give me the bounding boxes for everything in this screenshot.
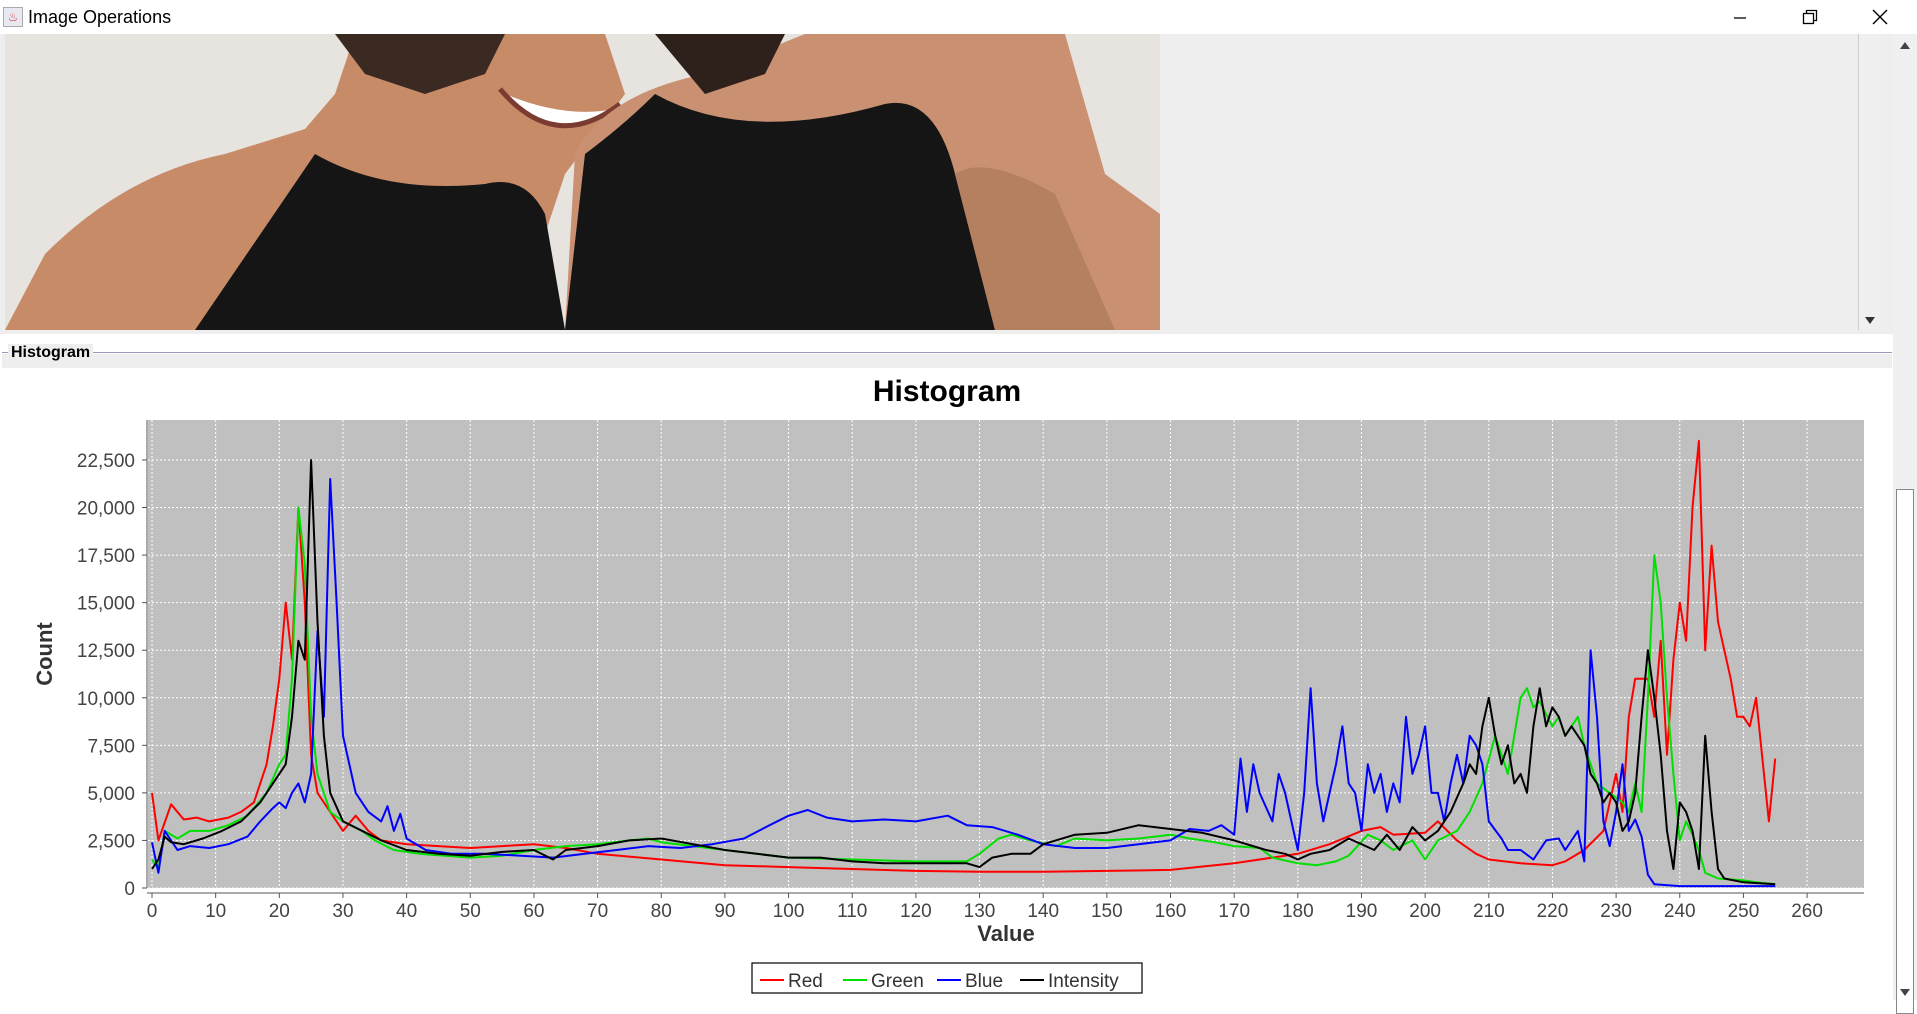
x-axis-label: Value: [977, 921, 1034, 946]
y-tick-label: 0: [124, 879, 135, 900]
restore-button[interactable]: [1775, 0, 1845, 34]
x-tick-label: 180: [1282, 901, 1314, 922]
histogram-panel: [2, 352, 1892, 1001]
minimize-icon: [1734, 17, 1746, 19]
x-tick-label: 70: [587, 901, 608, 922]
scrollbar-thumb[interactable]: [1896, 489, 1914, 1014]
y-tick-label: 17,500: [77, 546, 135, 567]
photo-illustration: [5, 34, 1160, 330]
x-tick-label: 60: [523, 901, 544, 922]
histogram-chart: Histogram 0 2,500 5,000 7,500 10,000 12,500 15…: [32, 375, 1864, 994]
x-tick-label: 30: [332, 901, 353, 922]
restore-icon: [1802, 9, 1818, 25]
minimize-button[interactable]: [1705, 0, 1775, 34]
series-lines: [151, 439, 1777, 888]
scroll-down-arrow-icon[interactable]: [1865, 317, 1875, 324]
close-icon: [1872, 9, 1888, 25]
plot-area: [148, 420, 1864, 888]
x-tick-label: 50: [460, 901, 481, 922]
legend-blue-label: Blue: [965, 971, 1003, 992]
scroll-down-arrow-icon[interactable]: [1900, 989, 1910, 996]
x-tick-label: 40: [396, 901, 417, 922]
title-bar: ♨ Image Operations: [0, 0, 1917, 34]
legend-intensity-label: Intensity: [1048, 971, 1119, 992]
y-axis-ticks: 0 2,500 5,000 7,500 10,000 12,500 15,000 17,500…: [77, 451, 147, 900]
close-button[interactable]: [1845, 0, 1915, 34]
photo-image: [5, 34, 1160, 330]
y-tick-label: 2,500: [87, 831, 135, 852]
x-tick-label: 90: [714, 901, 735, 922]
x-tick-label: 220: [1537, 901, 1569, 922]
legend-red-label: Red: [788, 971, 823, 992]
x-tick-label: 110: [837, 901, 867, 922]
series-line-intensity: [151, 459, 1776, 886]
x-tick-label: 120: [900, 901, 932, 922]
x-tick-label: 190: [1346, 901, 1378, 922]
x-tick-label: 80: [651, 901, 672, 922]
histogram-panel-title: Histogram: [8, 344, 94, 362]
x-tick-label: 160: [1155, 901, 1187, 922]
histogram-band: [2, 354, 1892, 368]
y-axis-label: Count: [32, 622, 57, 686]
x-tick-label: 150: [1091, 901, 1123, 922]
x-tick-label: 200: [1409, 901, 1441, 922]
y-tick-label: 22,500: [77, 451, 135, 472]
y-tick-label: 10,000: [77, 689, 135, 710]
x-tick-label: 100: [773, 901, 805, 922]
chart-title: Histogram: [873, 375, 1021, 408]
series-line-green: [151, 506, 1776, 886]
legend: Red Green Blue Intensity: [751, 962, 1143, 994]
y-tick-label: 12,500: [77, 641, 135, 662]
x-tick-label: 230: [1600, 901, 1632, 922]
x-tick-label: 260: [1791, 901, 1823, 922]
java-app-icon: ♨: [3, 7, 23, 27]
main-scrollbar[interactable]: [1893, 34, 1917, 1014]
window-title: Image Operations: [28, 7, 172, 27]
x-tick-label: 170: [1218, 901, 1250, 922]
legend-box: [751, 962, 1143, 994]
y-tick-label: 15,000: [77, 594, 135, 615]
series-line-blue: [151, 478, 1776, 888]
image-panel-scrollbar[interactable]: [1858, 34, 1881, 330]
x-tick-label: 140: [1027, 901, 1059, 922]
x-tick-label: 0: [147, 901, 158, 922]
y-tick-label: 20,000: [77, 499, 135, 520]
y-tick-label: 7,500: [87, 736, 135, 757]
x-tick-label: 10: [205, 901, 226, 922]
grid-lines: [148, 420, 1864, 889]
x-tick-label: 130: [964, 901, 996, 922]
x-tick-label: 20: [269, 901, 290, 922]
x-tick-label: 240: [1664, 901, 1696, 922]
legend-green-label: Green: [871, 971, 924, 992]
x-tick-label: 250: [1728, 901, 1760, 922]
y-tick-label: 5,000: [87, 784, 135, 805]
x-axis-ticks: 0 10 20 30 40 50 60 70 80 90 100 110 120 130 140 150 160…: [147, 893, 1823, 922]
x-tick-label: 210: [1473, 901, 1505, 922]
scroll-up-arrow-icon[interactable]: [1900, 42, 1910, 49]
